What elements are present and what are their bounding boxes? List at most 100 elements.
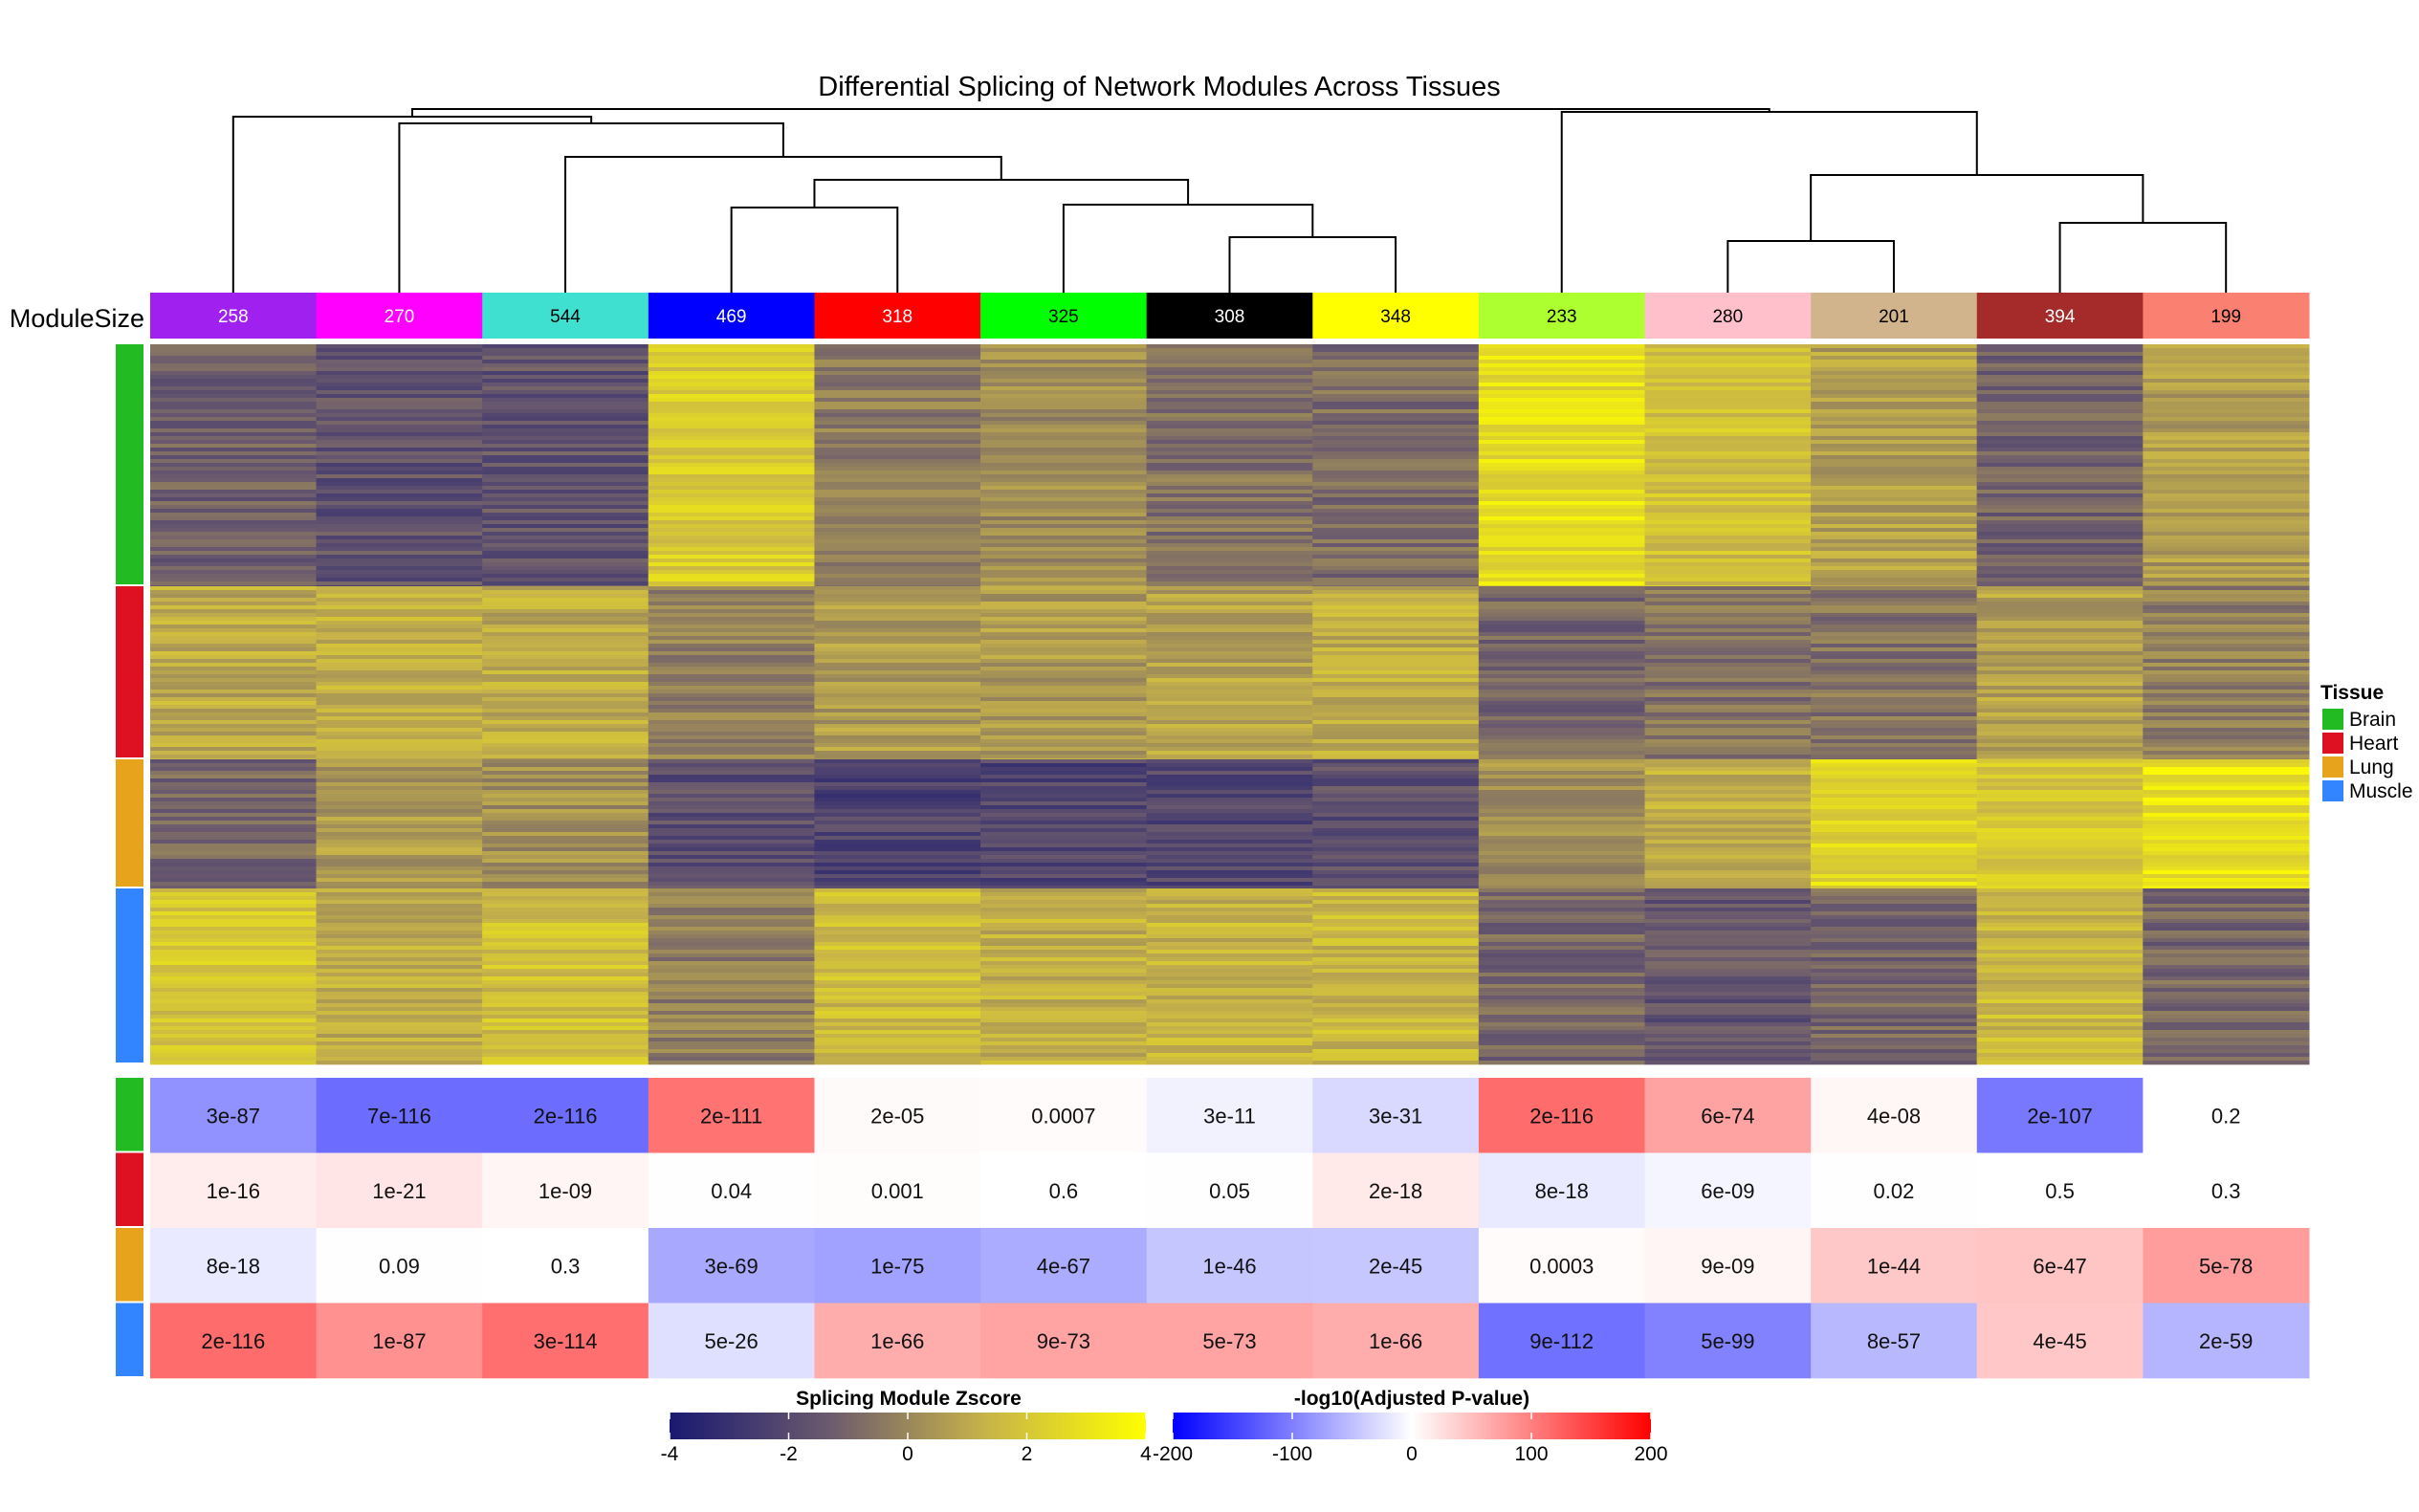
zscore-cell [1478, 586, 1646, 760]
zscore-stripe [150, 813, 318, 818]
zscore-stripe [1146, 1022, 1313, 1027]
pvalue-label: 2e-111 [700, 1104, 762, 1128]
zscore-stripe [980, 763, 1148, 768]
zscore-stripe [648, 621, 815, 625]
zscore-stripe [2143, 478, 2310, 483]
zscore-stripe [2143, 888, 2310, 893]
zscore-stripe [648, 961, 815, 966]
zscore-stripe [1976, 908, 2144, 912]
zscore-stripe [1146, 686, 1313, 690]
pvalue-label: 0.5 [2045, 1179, 2075, 1203]
zscore-stripe [980, 417, 1148, 422]
zscore-stripe [1976, 379, 2144, 383]
zscore-stripe [1811, 886, 1978, 889]
zscore-stripe [814, 782, 981, 787]
zscore-stripe [150, 790, 318, 795]
zscore-cell [150, 888, 318, 1065]
zscore-stripe [316, 961, 483, 966]
zscore-stripe [1312, 678, 1480, 683]
zscore-stripe [980, 855, 1148, 860]
zscore-stripe [150, 984, 318, 989]
zscore-stripe [316, 348, 483, 353]
zscore-stripe [648, 1015, 815, 1019]
zscore-stripe [1478, 957, 1646, 962]
zscore-stripe [2143, 375, 2310, 380]
zscore-cell [1312, 344, 1480, 587]
zscore-stripe [150, 886, 318, 889]
zscore-stripe [648, 942, 815, 947]
zscore-stripe [814, 984, 981, 989]
zscore-stripe [648, 539, 815, 544]
zscore-stripe [2143, 1019, 2310, 1023]
zscore-stripe [1146, 598, 1313, 603]
zscore-cell [1644, 888, 1812, 1065]
zscore-stripe [482, 667, 649, 671]
zscore-stripe [1811, 1057, 1978, 1062]
zscore-stripe [1478, 988, 1646, 993]
zscore-stripe [1146, 609, 1313, 614]
zscore-stripe [1644, 1053, 1812, 1058]
zscore-stripe [482, 923, 649, 928]
zscore-stripe [980, 524, 1148, 529]
zscore-stripe [316, 759, 483, 764]
zscore-stripe [648, 851, 815, 856]
zscore-stripe [1312, 625, 1480, 629]
zscore-cell [1644, 344, 1812, 587]
zscore-stripe [648, 344, 815, 349]
zscore-stripe [2143, 670, 2310, 675]
zscore-stripe [150, 682, 318, 687]
zscore-stripe [1644, 988, 1812, 993]
pvalue-cell [2143, 1152, 2310, 1229]
zscore-cell [2143, 344, 2310, 587]
zscore-stripe [316, 621, 483, 625]
zscore-stripe [316, 965, 483, 970]
zscore-stripe [1312, 1053, 1480, 1058]
zscore-stripe [1644, 1030, 1812, 1035]
zscore-stripe [648, 513, 815, 517]
zscore-stripe [2143, 352, 2310, 357]
zscore-stripe [482, 1045, 649, 1050]
zscore-stripe [316, 863, 483, 867]
zscore-stripe [2143, 786, 2310, 791]
zscore-stripe [648, 574, 815, 579]
zscore-stripe [980, 644, 1148, 648]
zscore-stripe [1312, 436, 1480, 441]
zscore-stripe [814, 444, 981, 449]
zscore-stripe [316, 636, 483, 641]
zscore-stripe [1478, 640, 1646, 645]
zscore-stripe [980, 636, 1148, 641]
zscore-stripe [316, 505, 483, 510]
zscore-stripe [1312, 720, 1480, 725]
zscore-stripe [1146, 767, 1313, 772]
zscore-stripe [482, 919, 649, 924]
zscore-stripe [482, 824, 649, 829]
zscore-stripe [980, 513, 1148, 517]
pvalue-label: 0.02 [1874, 1179, 1915, 1203]
zscore-stripe [1478, 775, 1646, 779]
zscore-stripe [1976, 371, 2144, 376]
column-dendrogram [231, 108, 2228, 293]
zscore-stripe [1976, 528, 2144, 533]
zscore-stripe [150, 927, 318, 931]
zscore-cell [1312, 586, 1480, 760]
zscore-stripe [1644, 444, 1812, 449]
zscore-stripe [1478, 532, 1646, 537]
zscore-stripe [1146, 570, 1313, 575]
pvalue-cell [814, 1228, 981, 1304]
zscore-stripe [1146, 390, 1313, 395]
zscore-stripe [150, 613, 318, 618]
zscore-stripe [150, 1022, 318, 1027]
zscore-stripe [150, 855, 318, 860]
zscore-stripe [150, 882, 318, 887]
zscore-stripe [1976, 886, 2144, 889]
zscore-stripe [1478, 505, 1646, 510]
zscore-stripe [648, 882, 815, 887]
zscore-stripe [2143, 938, 2310, 943]
zscore-stripe [648, 586, 815, 591]
zscore-stripe [316, 625, 483, 629]
zscore-stripe [2143, 1003, 2310, 1008]
zscore-stripe [980, 739, 1148, 744]
zscore-stripe [482, 712, 649, 717]
zscore-stripe [1146, 360, 1313, 364]
zscore-stripe [316, 659, 483, 664]
